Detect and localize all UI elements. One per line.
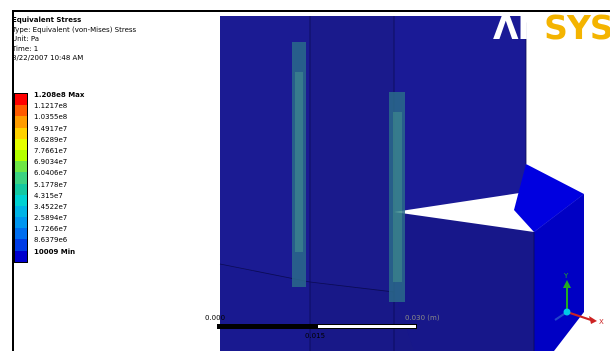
scale-bar: 0.000 0.015 0.030 (m) [205,314,465,344]
triad-icon [554,280,597,324]
legend-label: 4.315e7 [34,191,63,200]
legend-swatch [15,105,27,117]
result-title: Equivalent Stress [12,16,82,24]
legend-swatch [15,149,27,162]
legend-swatch [15,228,27,240]
lower-middle-slab [310,282,414,351]
legend-label: 3.4522e7 [34,202,68,211]
legend-swatch [15,138,27,150]
legend-swatch [15,94,27,106]
legend-swatch [15,205,27,218]
legend-swatch [15,194,27,206]
legend-swatch [15,217,27,229]
result-time: Time: 1 [12,44,39,53]
scale-segment-light [317,324,417,329]
legend-swatch [15,250,27,262]
step-top-face [514,164,584,232]
triad-x-label: X [599,318,604,326]
scale-segment-dark [217,324,317,329]
legend-label: 7.7661e7 [34,146,68,155]
result-type: Type: Equivalent (von-Mises) Stress [12,25,137,34]
left-column-face [220,16,310,282]
legend-label: 6.0406e7 [34,169,68,178]
legend-swatch [15,161,27,173]
ansys-logo: ΛNSYS [493,8,610,47]
legend-label: 9.4917e7 [34,124,68,133]
coordinate-triad[interactable]: Y X [545,272,607,332]
middle-column-face [310,16,394,292]
legend-label: 8.6289e7 [34,135,68,144]
legend-swatch [15,127,27,139]
legend-label: 5.1778e7 [34,180,68,189]
legend-label: 1.0355e8 [34,113,68,122]
step-front-face [394,212,534,351]
scale-label-end: 0.030 (m) [405,314,440,322]
legend-label: 1.1217e8 [34,102,68,111]
stress-band-right [389,92,405,302]
step-side-face [534,194,584,351]
legend-swatch [15,116,27,128]
graphics-viewport[interactable] [12,10,610,351]
back-column-face [394,16,526,212]
logo-sys: SYS [544,8,610,47]
legend-swatch [15,239,27,251]
legend-label: 2.5894e7 [34,214,68,223]
triad-y-label: Y [564,272,569,280]
result-unit: Unit: Pa [12,35,40,43]
lower-left-slab [220,264,310,351]
legend-min-label: 10009 Min [34,247,76,256]
legend-label: 6.9034e7 [34,158,68,167]
legend-color-bar [14,93,28,263]
legend-max-label: 1.208e8 Max [34,91,85,99]
logo-an: ΛN [493,8,545,47]
result-timestamp: 8/22/2007 10:48 AM [12,54,84,62]
scale-label-mid: 0.015 [305,332,326,340]
legend-labels: 1.208e8 Max 1.1217e8 1.0355e8 9.4917e7 8… [34,90,84,258]
legend-label: 1.7266e7 [34,225,68,234]
scale-label-start: 0.000 [205,314,226,322]
legend-swatch [15,183,27,195]
legend-swatch [15,172,27,184]
legend-label: 8.6379e6 [34,236,68,245]
model-geometry[interactable] [14,12,610,351]
stress-band-left [292,42,306,287]
result-info: Equivalent Stress Type: Equivalent (von-… [12,16,136,64]
